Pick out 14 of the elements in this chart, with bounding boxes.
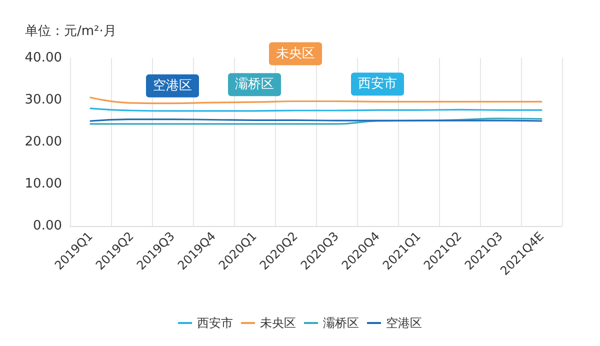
text: 西安市 bbox=[358, 76, 397, 92]
legend-label: 西安市 bbox=[197, 316, 233, 330]
text: 灞桥区 bbox=[235, 77, 274, 92]
legend-label: 空港区 bbox=[386, 316, 422, 330]
text: 空港区 bbox=[153, 78, 192, 94]
y-tick-label: 30.00 bbox=[24, 92, 62, 108]
legend-label: 灞桥区 bbox=[323, 316, 359, 330]
y-axis-title: 单位：元/m²·月 bbox=[25, 24, 116, 39]
y-tick-label: 0.00 bbox=[33, 218, 62, 234]
y-tick-label: 40.00 bbox=[24, 50, 62, 66]
text: 未央区 bbox=[276, 46, 315, 62]
y-tick-label: 10.00 bbox=[24, 176, 62, 192]
legend-label: 未央区 bbox=[260, 316, 296, 330]
y-tick-label: 20.00 bbox=[24, 134, 62, 150]
